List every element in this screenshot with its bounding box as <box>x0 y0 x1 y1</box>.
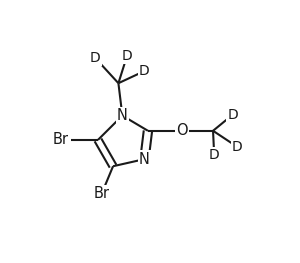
Text: N: N <box>117 108 128 123</box>
Text: Br: Br <box>53 132 69 147</box>
Text: Br: Br <box>93 186 110 201</box>
Text: N: N <box>139 152 150 167</box>
Text: D: D <box>227 108 238 122</box>
Text: D: D <box>209 148 220 162</box>
Text: D: D <box>232 140 243 154</box>
Text: O: O <box>176 123 188 138</box>
Text: D: D <box>139 64 150 78</box>
Text: D: D <box>122 49 132 63</box>
Text: D: D <box>90 51 101 65</box>
